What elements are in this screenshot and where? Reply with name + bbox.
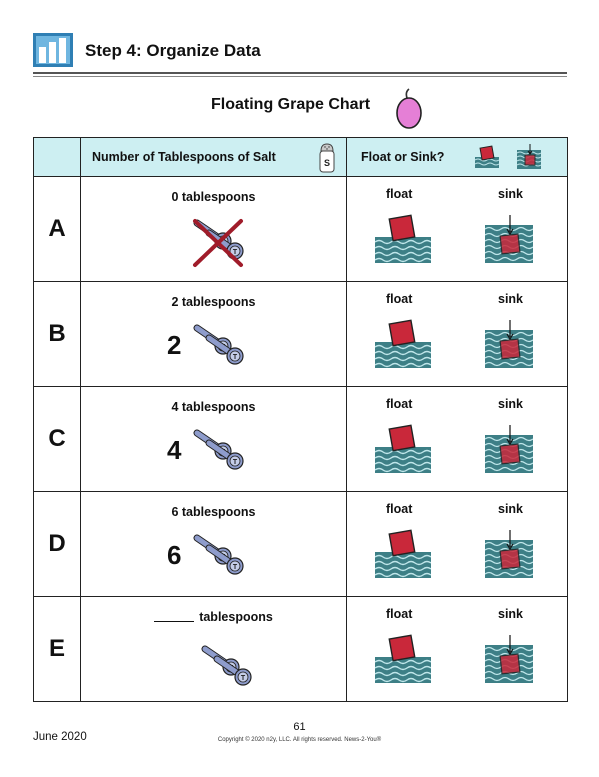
table-row: D 6 tablespoons 6 TT float sink: [33, 491, 568, 597]
header-salt-cell: Number of Tablespoons of Salt S: [80, 137, 347, 177]
tablespoon-count: 4: [167, 435, 182, 465]
column-header-float-or-sink: Float or Sink?: [361, 150, 445, 164]
float-icon: [375, 529, 431, 578]
tablespoon-count: 2: [167, 330, 182, 360]
float-icon: [375, 634, 431, 683]
table-header-row: Number of Tablespoons of Salt S Float or…: [33, 137, 568, 177]
table-row: C 4 tablespoons 4 TT float sink: [33, 386, 568, 492]
float-label: float: [386, 607, 413, 621]
sink-label: sink: [498, 292, 524, 306]
tablespoons-text: 0 tablespoons: [171, 190, 256, 204]
float-label: float: [386, 502, 413, 516]
sink-icon: [485, 530, 533, 578]
salt-amount-cell: 4 tablespoons 4 TT: [80, 386, 347, 492]
row-letter: D: [33, 491, 81, 597]
sink-label: sink: [498, 502, 524, 516]
spoon-letter: T: [233, 249, 238, 256]
tablespoons-icon: TT: [193, 324, 244, 365]
table-row: A 0 tablespoons TT float sink: [33, 176, 568, 282]
tablespoons-label: 6 tablespoons: [81, 505, 346, 519]
tablespoons-label: 4 tablespoons: [81, 400, 346, 414]
tablespoon-count: 6: [167, 540, 182, 570]
chart-title: Floating Grape Chart: [211, 96, 371, 113]
bar-chart-logo-icon: [33, 33, 73, 67]
spoon-letter: T: [233, 564, 238, 571]
column-header-salt: Number of Tablespoons of Salt: [92, 150, 276, 164]
row-letter: B: [33, 281, 81, 387]
float-icon: [375, 424, 431, 473]
float-label: float: [386, 292, 413, 306]
page-header: Step 4: Organize Data: [33, 33, 573, 69]
tablespoons-text: 2 tablespoons: [171, 295, 256, 309]
tablespoons-icon: TT: [193, 219, 244, 267]
tablespoons-icon: TT: [193, 534, 244, 575]
float-sink-cell: float sink: [346, 281, 568, 387]
blank-answer-line[interactable]: [154, 621, 195, 622]
shaker-letter: S: [324, 158, 330, 168]
salt-amount-cell: 2 tablespoons 2 TT: [80, 281, 347, 387]
copyright-notice: Copyright © 2020 n2y, LLC. All rights re…: [217, 737, 382, 743]
salt-amount-cell: 6 tablespoons 6 TT: [80, 491, 347, 597]
float-sink-cell: float sink: [346, 176, 568, 282]
float-sink-cell: float sink: [346, 491, 568, 597]
header-rule-thin: [33, 76, 567, 77]
page-number: 61: [293, 721, 306, 733]
row-letter: C: [33, 386, 81, 492]
tablespoons-icon: TT: [201, 645, 252, 686]
row-letter: E: [33, 596, 81, 702]
tablespoons-label: tablespoons: [81, 610, 346, 624]
sink-icon: [485, 320, 533, 368]
float-label: float: [386, 397, 413, 411]
grape-chart-table: Number of Tablespoons of Salt S Float or…: [33, 137, 568, 702]
header-float-cell: Float or Sink?: [346, 137, 568, 177]
header-rule: [33, 72, 567, 74]
sink-icon: [485, 425, 533, 473]
grape-icon: [396, 88, 422, 129]
table-row: B 2 tablespoons 2 TT float sink: [33, 281, 568, 387]
mini-sink-icon: [516, 144, 542, 169]
sink-icon: [485, 635, 533, 683]
sink-label: sink: [498, 607, 524, 621]
sink-label: sink: [498, 397, 524, 411]
float-sink-cell: float sink: [346, 596, 568, 702]
mini-float-icon: [474, 145, 500, 168]
sink-label: sink: [498, 187, 524, 201]
tablespoons-text: 4 tablespoons: [171, 400, 256, 414]
salt-shaker-icon: S: [319, 143, 335, 173]
sink-icon: [485, 215, 533, 263]
salt-amount-cell: tablespoons TT: [80, 596, 347, 702]
tablespoons-text: 6 tablespoons: [171, 505, 256, 519]
float-sink-cell: float sink: [346, 386, 568, 492]
footer-date: June 2020: [33, 731, 87, 743]
spoon-letter: T: [233, 459, 238, 466]
header-blank-cell: [33, 137, 81, 177]
step-title: Step 4: Organize Data: [85, 41, 261, 60]
float-label: float: [386, 187, 413, 201]
row-letter: A: [33, 176, 81, 282]
tablespoons-icon: TT: [193, 429, 244, 470]
float-icon: [375, 214, 431, 263]
float-icon: [375, 319, 431, 368]
salt-amount-cell: 0 tablespoons TT: [80, 176, 347, 282]
tablespoons-label: 2 tablespoons: [81, 295, 346, 309]
spoon-letter: T: [233, 354, 238, 361]
tablespoons-text: tablespoons: [199, 610, 273, 624]
spoon-letter: T: [241, 675, 246, 682]
tablespoons-label: 0 tablespoons: [81, 190, 346, 204]
